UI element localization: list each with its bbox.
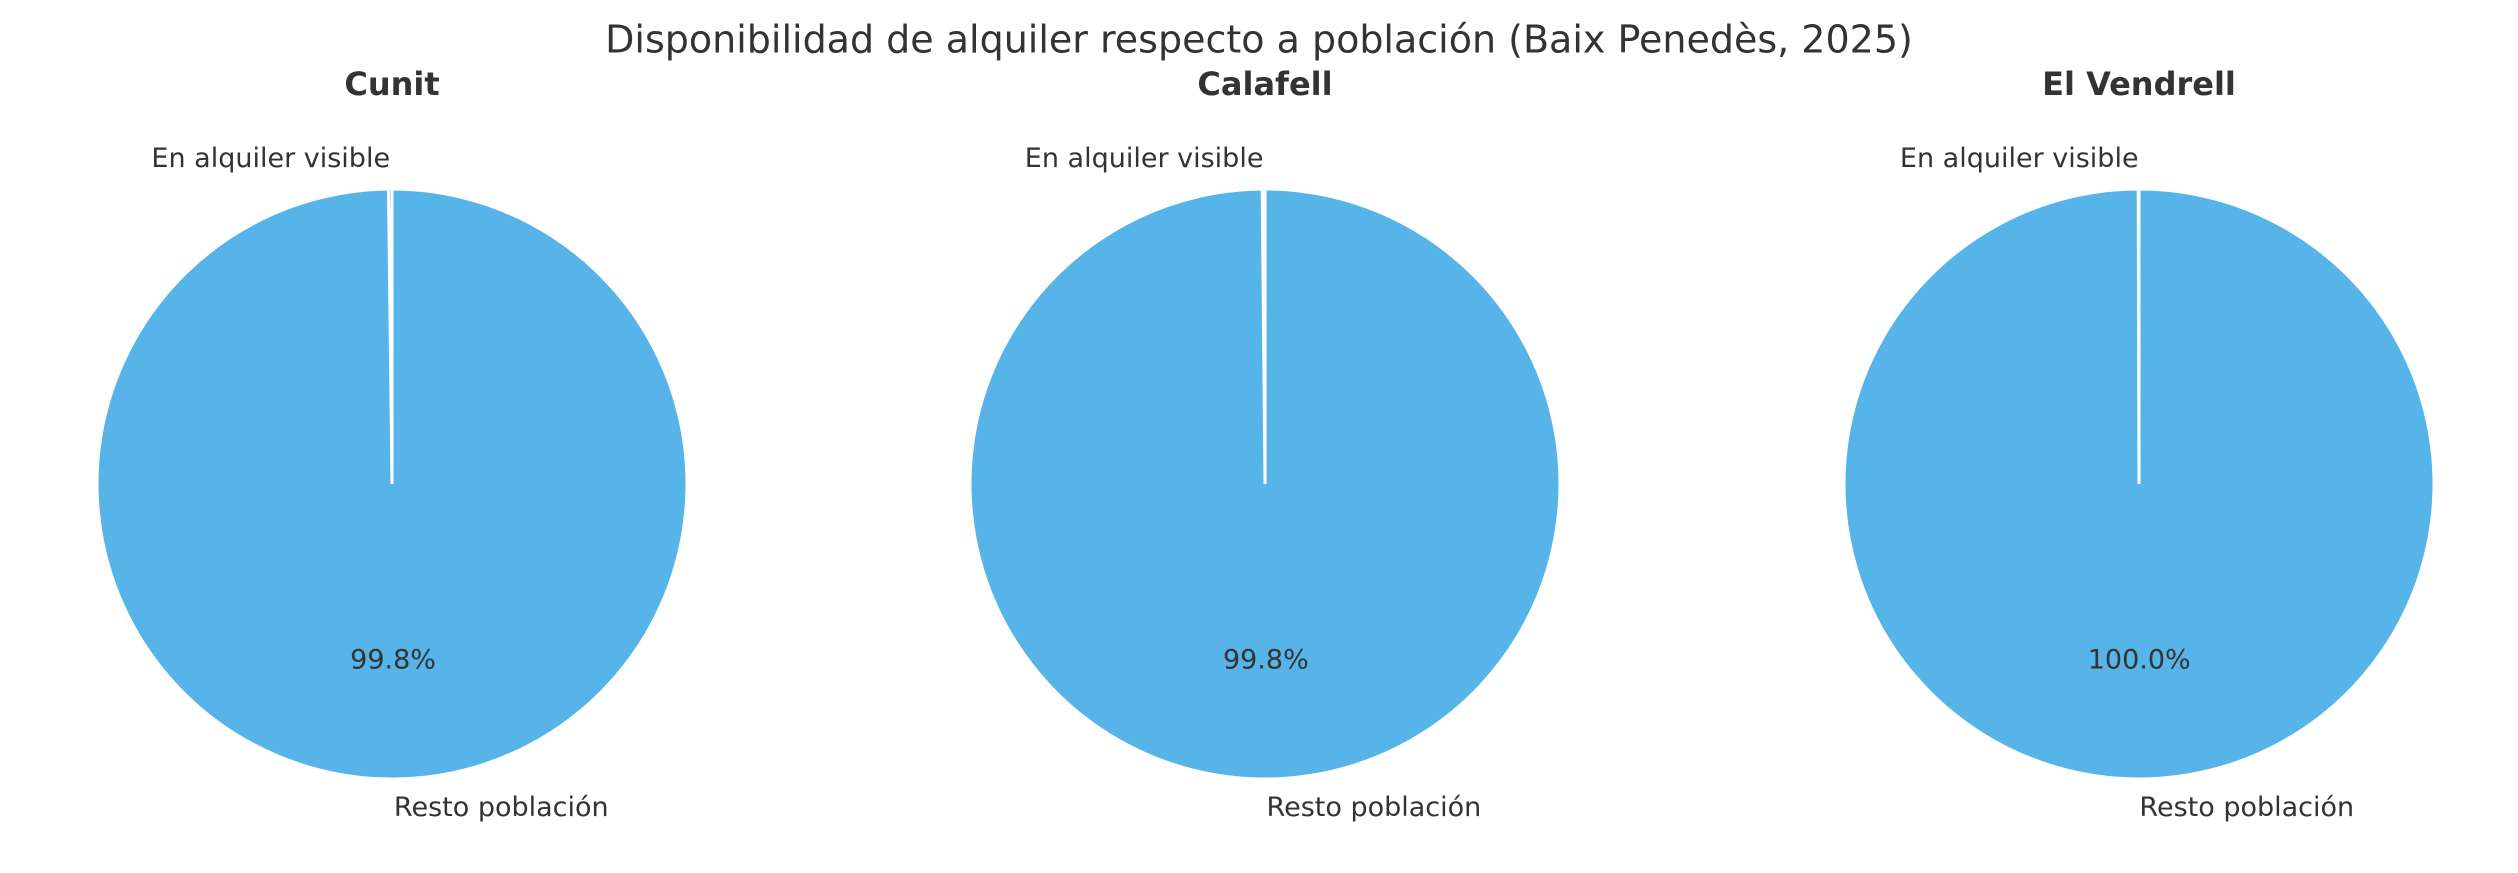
pie-slice: [1842, 187, 2436, 781]
slice-label: En alquiler visible: [1900, 143, 2139, 174]
slice-label: Resto población: [394, 792, 609, 823]
value-label: 99.8%: [350, 644, 436, 675]
slice-label: Resto población: [1267, 792, 1482, 823]
pie-slice: [95, 187, 689, 781]
slice-label: Resto población: [2139, 792, 2354, 823]
chart-title: Cunit: [344, 65, 439, 103]
slice-label: En alquiler visible: [151, 143, 390, 174]
chart-title: Calafell: [1197, 65, 1332, 103]
slice-label: En alquiler visible: [1025, 143, 1264, 174]
value-label: 99.8%: [1223, 644, 1309, 675]
value-label: 100.0%: [2088, 644, 2191, 675]
figure-title: Disponibilidad de alquiler respecto a po…: [605, 18, 1913, 62]
pie-slice: [968, 187, 1562, 781]
chart-title: El Vendrell: [2042, 65, 2236, 103]
